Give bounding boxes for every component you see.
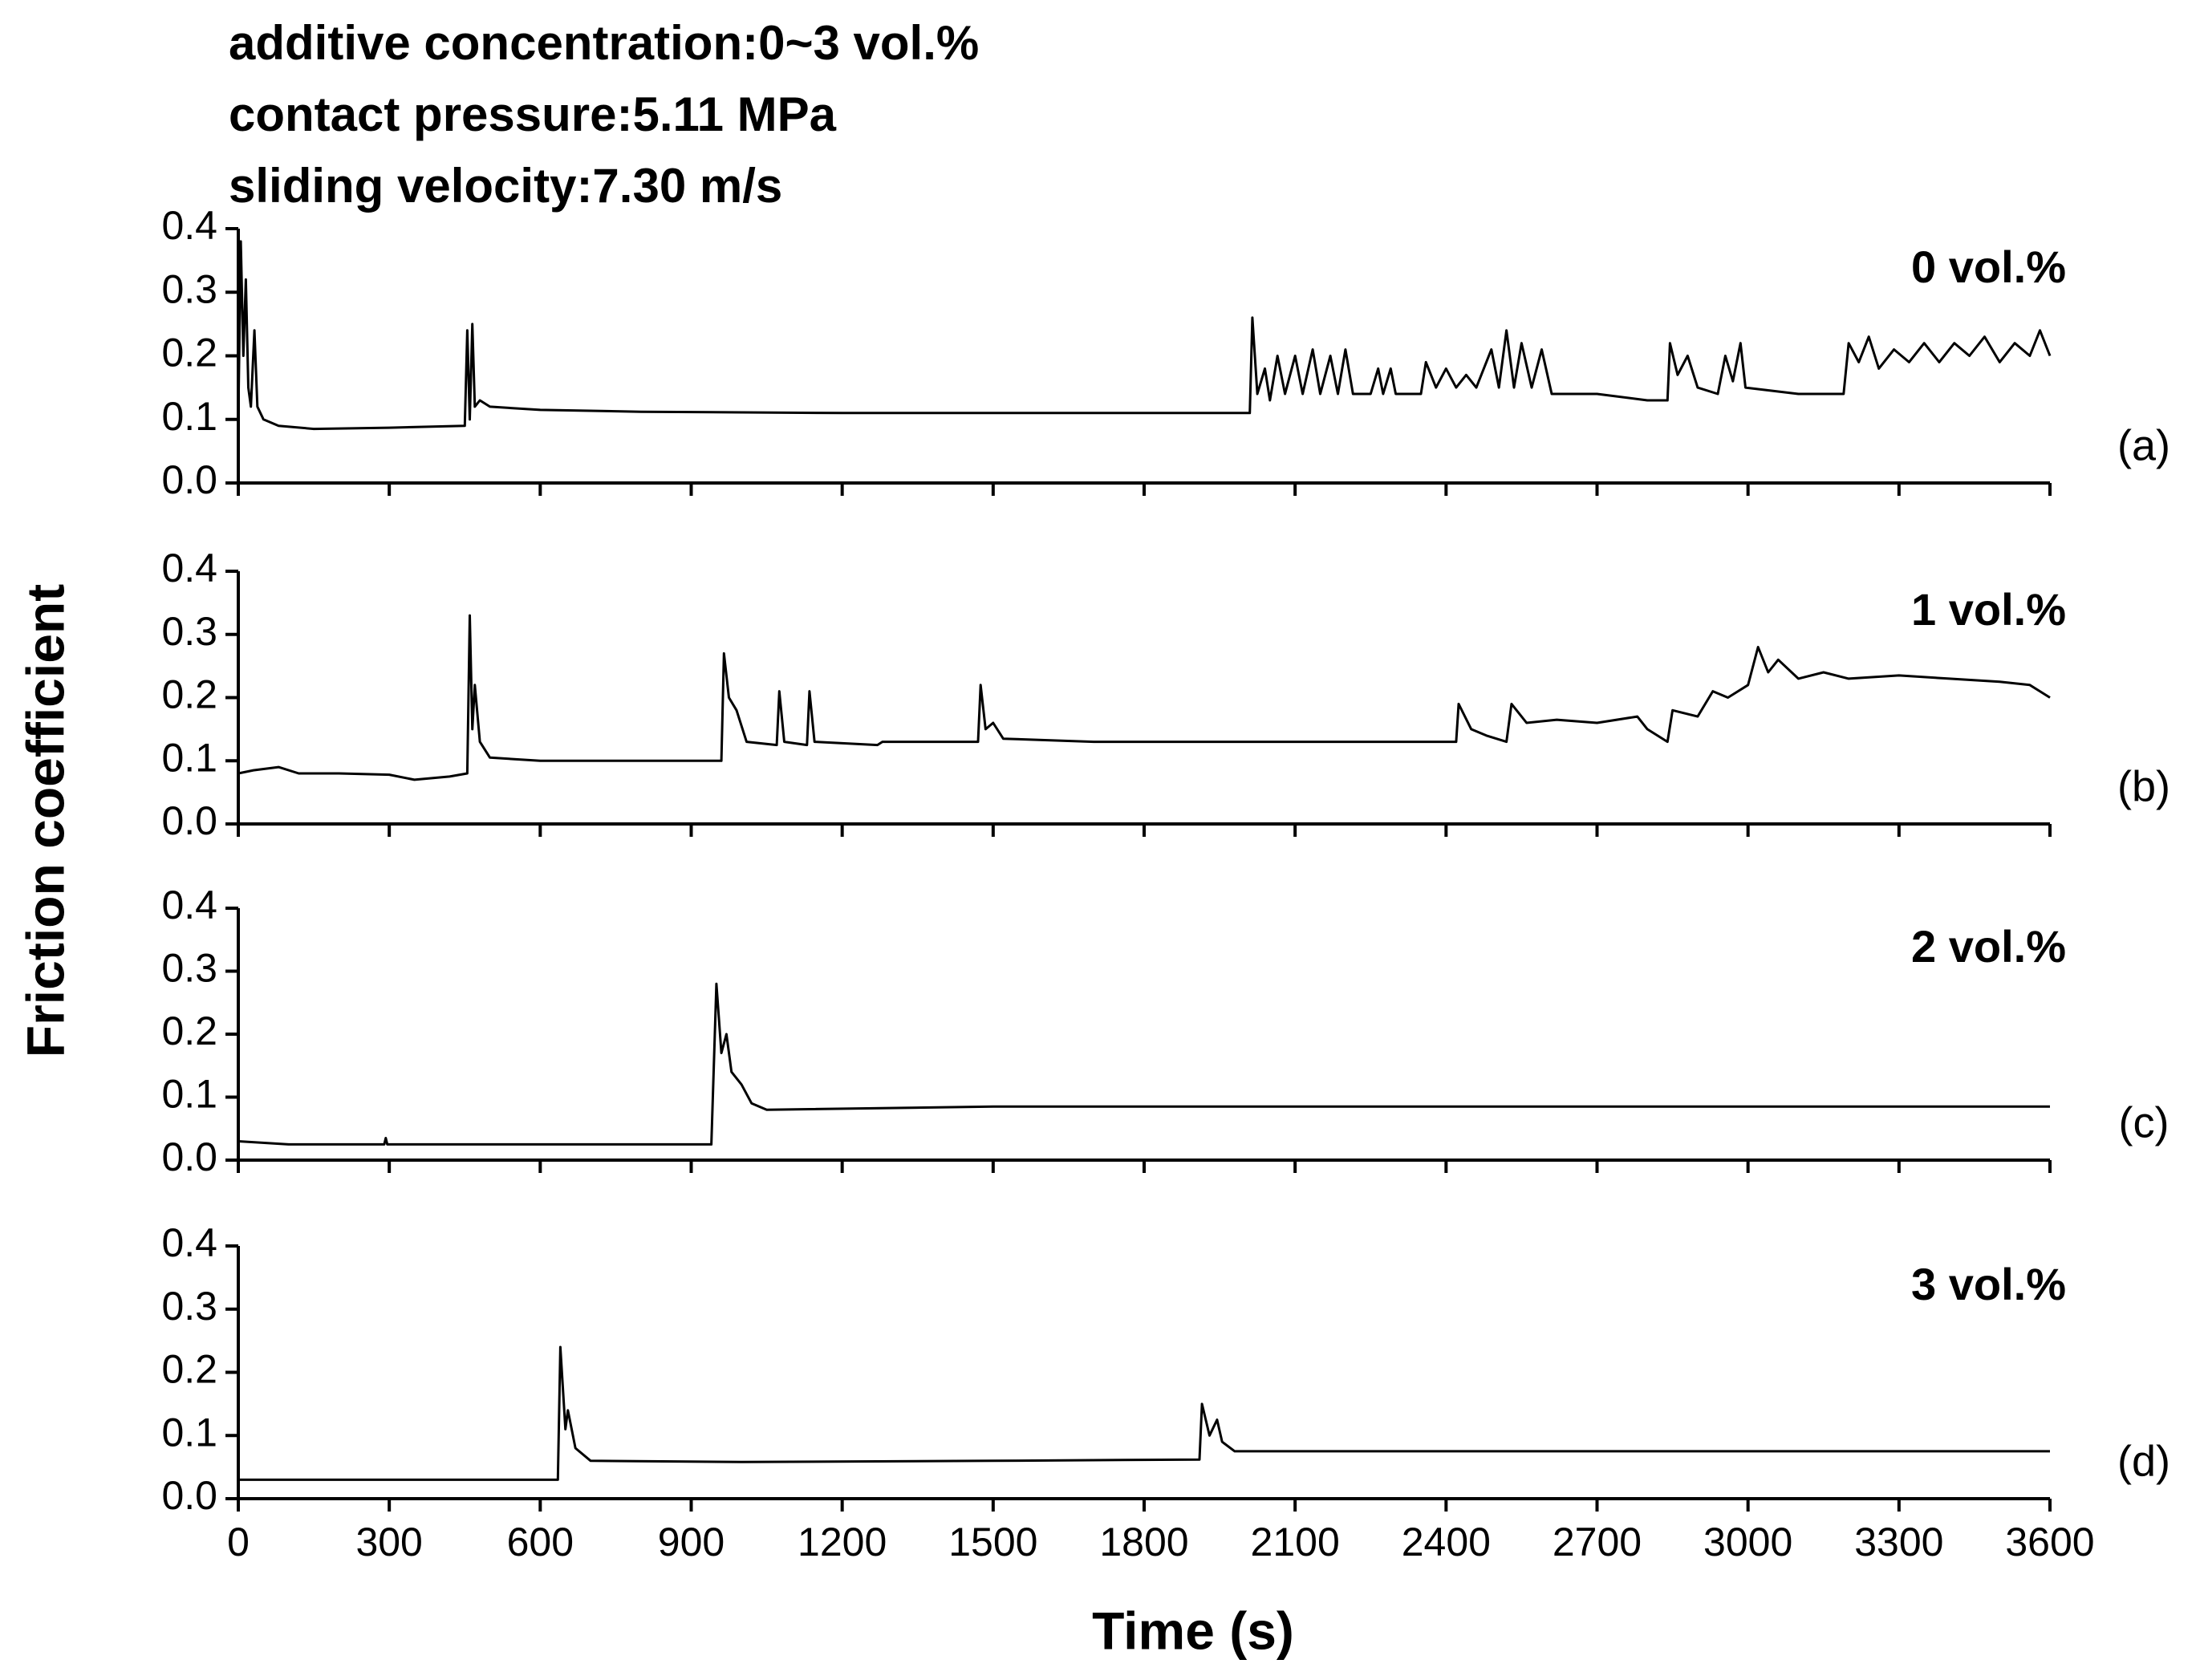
series-name: 1 vol.% [1911, 584, 2066, 635]
y-tick-label: 0.3 [161, 1284, 217, 1329]
x-tick-label: 600 [507, 1520, 574, 1564]
data-line [238, 1345, 2050, 1481]
x-tick-label: 300 [355, 1520, 422, 1564]
y-tick-label: 0.4 [161, 546, 217, 590]
series-name: 2 vol.% [1911, 921, 2066, 972]
series-name: 0 vol.% [1911, 241, 2066, 292]
y-tick-label: 0.4 [161, 203, 217, 248]
panel-label: (b) [2117, 762, 2170, 810]
y-axis-label: Friction coefficient [15, 584, 75, 1057]
panel-label: (c) [2119, 1098, 2170, 1146]
y-tick-label: 0.3 [161, 946, 217, 991]
x-tick-label: 3600 [2005, 1520, 2094, 1564]
header-line: contact pressure:5.11 MPa [229, 87, 837, 141]
y-tick-label: 0.4 [161, 1220, 217, 1265]
y-tick-label: 0.2 [161, 1008, 217, 1053]
header-line: additive concentration:0~3 vol.% [229, 16, 979, 70]
series-name: 3 vol.% [1911, 1259, 2066, 1309]
panel-label: (a) [2117, 421, 2170, 469]
y-tick-label: 0.1 [161, 394, 217, 439]
y-tick-label: 0.1 [161, 735, 217, 780]
y-tick-label: 0.2 [161, 331, 217, 375]
x-tick-label: 1800 [1099, 1520, 1188, 1564]
x-tick-label: 3000 [1703, 1520, 1792, 1564]
x-tick-label: 1200 [798, 1520, 887, 1564]
y-tick-label: 0.2 [161, 1347, 217, 1392]
y-tick-label: 0.0 [161, 1473, 217, 1518]
y-tick-label: 0.0 [161, 457, 217, 502]
y-tick-label: 0.4 [161, 883, 217, 927]
y-tick-label: 0.0 [161, 798, 217, 843]
data-line [237, 982, 2050, 1146]
y-tick-label: 0.2 [161, 672, 217, 717]
x-tick-label: 900 [658, 1520, 725, 1564]
x-tick-label: 2700 [1553, 1520, 1642, 1564]
y-tick-label: 0.3 [161, 609, 217, 654]
panel-label: (d) [2117, 1437, 2170, 1485]
y-tick-label: 0.0 [161, 1134, 217, 1179]
x-tick-label: 3300 [1854, 1520, 1943, 1564]
data-line [237, 614, 2051, 781]
x-tick-label: 2400 [1402, 1520, 1491, 1564]
x-tick-label: 1500 [948, 1520, 1037, 1564]
data-line [237, 240, 2052, 431]
x-axis-label: Time (s) [1092, 1601, 1294, 1660]
y-tick-label: 0.1 [161, 1410, 217, 1455]
header-line: sliding velocity:7.30 m/s [229, 159, 782, 213]
y-tick-label: 0.1 [161, 1072, 217, 1117]
x-tick-label: 0 [227, 1520, 250, 1564]
x-tick-label: 2100 [1251, 1520, 1340, 1564]
y-tick-label: 0.3 [161, 266, 217, 311]
